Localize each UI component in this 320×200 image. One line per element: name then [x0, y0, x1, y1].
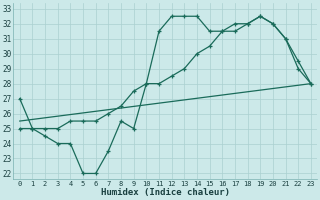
X-axis label: Humidex (Indice chaleur): Humidex (Indice chaleur) [101, 188, 230, 197]
